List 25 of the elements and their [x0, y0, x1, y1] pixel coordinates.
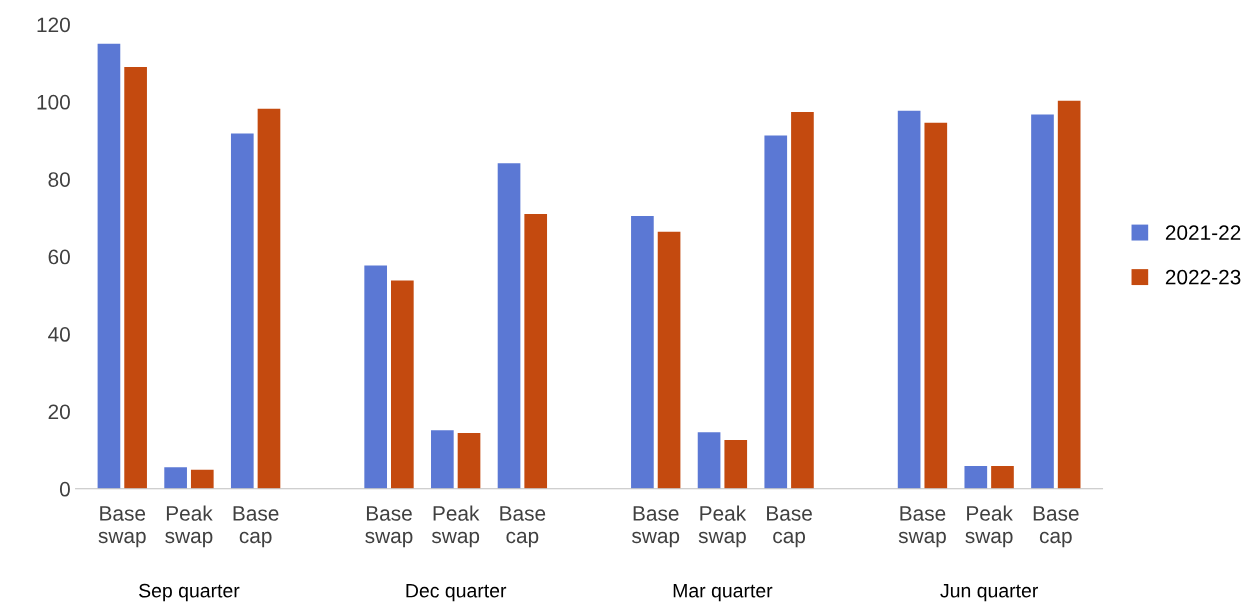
x-tick-label: Base swap — [98, 506, 146, 548]
y-tick-label: 40 — [48, 327, 70, 342]
x-tick-label: Base cap — [767, 506, 812, 548]
x-tick-label: Peak swap — [965, 505, 1013, 548]
text: Mar quarter — [673, 583, 773, 602]
text: Dec quarter — [406, 583, 507, 602]
y-tick-label: 60 — [48, 249, 70, 265]
x-tick-label: Base cap — [233, 506, 279, 548]
x-tick-label: Base cap — [500, 506, 546, 548]
x-tick-label: Base swap — [631, 506, 680, 548]
legend-label: 2021-22 — [1165, 225, 1241, 240]
x-tick-label: Base cap — [1033, 506, 1079, 548]
x-tick-label: Base swap — [365, 506, 413, 548]
y-tick-label: 120 — [37, 17, 70, 33]
x-tick-label: Peak swap — [165, 505, 213, 548]
y-tick-label: 0 — [59, 481, 70, 497]
x-tick-label: Base swap — [898, 506, 946, 548]
y-tick-label: 80 — [48, 172, 70, 187]
y-tick-label: 100 — [37, 94, 70, 110]
text: Sep quarter — [139, 583, 240, 602]
legend-label: 2022-23 — [1165, 269, 1241, 285]
y-tick-label: 20 — [48, 404, 70, 420]
text: Jun quarter — [940, 583, 1038, 602]
x-tick-label: Peak swap — [431, 505, 480, 548]
x-tick-label: Peak swap — [698, 505, 747, 548]
